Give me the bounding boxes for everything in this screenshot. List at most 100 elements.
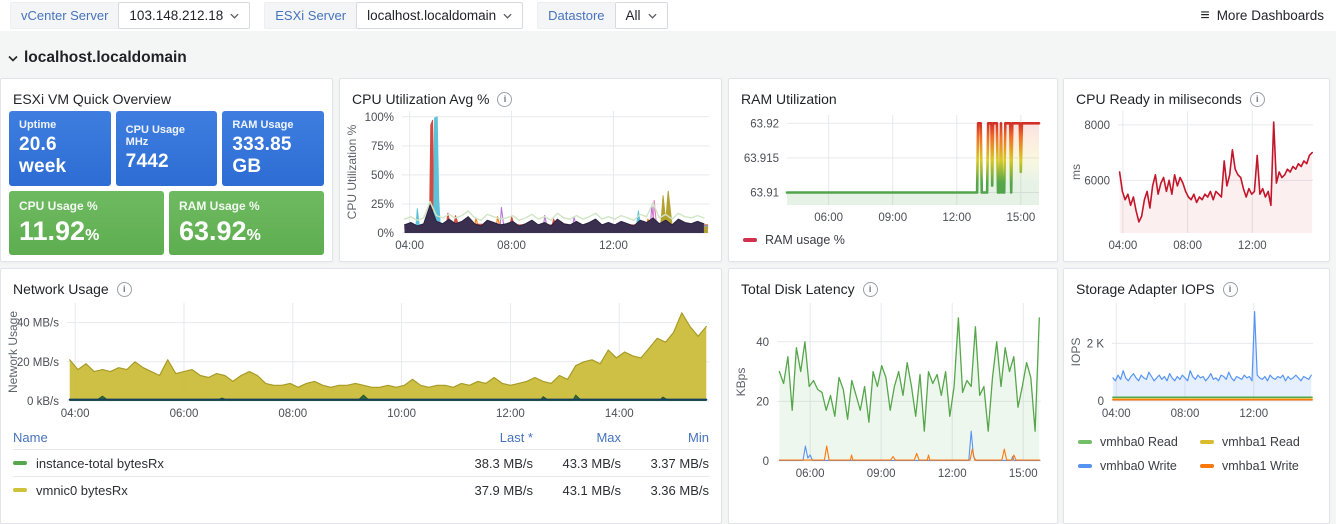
stat-value: 333.85 GB	[232, 134, 292, 177]
legend-label: vmhba1 Write	[1222, 459, 1299, 473]
chevron-down-icon	[230, 13, 239, 19]
esxi-server-dropdown[interactable]: localhost.localdomain	[356, 2, 524, 29]
svg-text:100%: 100%	[365, 112, 394, 124]
legend-item-vmhba0-read[interactable]: vmhba0 Read	[1078, 435, 1200, 449]
legend-item-ram-usage[interactable]: RAM usage %	[743, 233, 845, 247]
datastore-value: All	[625, 8, 641, 23]
legend-item-vmhba1-write[interactable]: vmhba1 Write	[1200, 459, 1321, 473]
stat-value: 11.92%	[19, 216, 100, 246]
table-header-name[interactable]: Name	[13, 429, 48, 445]
svg-text:ms: ms	[1069, 164, 1083, 180]
svg-text:75%: 75%	[371, 141, 394, 153]
datastore-dropdown[interactable]: All	[614, 2, 668, 29]
more-dashboards-button[interactable]: ≡ More Dashboards	[1198, 4, 1326, 28]
svg-text:8000: 8000	[1084, 120, 1110, 132]
svg-text:09:00: 09:00	[867, 468, 896, 480]
svg-text:2 K: 2 K	[1087, 338, 1105, 350]
panel-network-usage: Network Usage i 0 kB/s 20 MB/s 40 MB/s 04:0…	[0, 268, 722, 524]
svg-text:04:00: 04:00	[395, 240, 424, 252]
chevron-down-icon	[647, 13, 657, 19]
panel-storage-adapter-iops: Storage Adapter IOPS i 0 2 K 04:00 08:00 12:…	[1063, 268, 1330, 524]
svg-text:20: 20	[756, 396, 769, 408]
vcenter-server-label: vCenter Server	[10, 2, 119, 29]
stat-label: RAM Usage %	[179, 199, 260, 213]
menu-icon: ≡	[1200, 6, 1210, 24]
svg-text:08:00: 08:00	[278, 408, 307, 420]
legend-label: RAM usage %	[765, 233, 845, 247]
stat-tile-ram-usage: RAM Usage 333.85 GB	[222, 111, 325, 186]
datastore-label: Datastore	[537, 2, 615, 29]
table-header-max[interactable]: Max	[596, 429, 621, 445]
stat-label: CPU Usage %	[19, 199, 98, 213]
svg-text:14:00: 14:00	[605, 408, 634, 420]
series-color-marker	[13, 461, 27, 465]
svg-text:04:00: 04:00	[1102, 408, 1131, 420]
legend-item-vmhba0-write[interactable]: vmhba0 Write	[1078, 459, 1200, 473]
svg-text:50%: 50%	[371, 170, 394, 182]
svg-text:15:00: 15:00	[1009, 468, 1038, 480]
svg-text:KBps: KBps	[734, 368, 748, 397]
cpu-utilization-chart[interactable]: 0% 25% 50% 75% 100% 04:00 08:00 12:00 CPU Utiliz…	[344, 105, 715, 255]
info-icon[interactable]: i	[1222, 281, 1238, 297]
series-color-marker	[1200, 464, 1214, 468]
panel-title[interactable]: RAM Utilization	[741, 91, 837, 107]
panel-ram-utilization: RAM Utilization 63.91 63.915 63.92 06:00 09:…	[728, 78, 1058, 262]
cpu-ready-chart[interactable]: 6000 8000 04:00 08:00 12:00 ms	[1068, 105, 1323, 255]
esxi-server-label: ESXi Server	[264, 2, 357, 29]
series-color-marker	[743, 238, 757, 242]
panel-title[interactable]: Total Disk Latency	[741, 281, 855, 297]
stat-tiles: Uptime 20.6 week CPU Usage MHz 7442 RAM …	[9, 111, 325, 255]
panel-esxi-vm-quick-overview: ESXi VM Quick Overview Uptime 20.6 week …	[0, 78, 333, 262]
chevron-down-icon	[503, 13, 512, 19]
svg-text:0: 0	[1098, 396, 1104, 408]
stat-value: 20.6 week	[19, 134, 67, 177]
svg-text:25%: 25%	[371, 199, 394, 211]
info-icon[interactable]: i	[862, 281, 878, 297]
info-icon[interactable]: i	[497, 91, 513, 107]
stat-label: CPU Usage MHz	[125, 124, 185, 148]
ram-utilization-chart[interactable]: 63.91 63.915 63.92 06:00 09:00 12:00 15:00	[733, 105, 1049, 227]
series-toggle[interactable]: instance-total bytesRx	[13, 456, 445, 471]
legend-item-vmhba1-read[interactable]: vmhba1 Read	[1200, 435, 1321, 449]
legend-label: vmhba0 Read	[1100, 435, 1178, 449]
svg-text:6000: 6000	[1084, 175, 1110, 187]
table-header-row: Name Last * Max Min	[13, 425, 709, 449]
stat-tile-uptime: Uptime 20.6 week	[9, 111, 111, 186]
network-usage-chart[interactable]: 0 kB/s 20 MB/s 40 MB/s 04:00 06:00 08:00 10:00…	[5, 297, 715, 423]
row-collapse-toggle[interactable]: localhost.localdomain	[8, 44, 187, 72]
table-header-min[interactable]: Min	[688, 429, 709, 445]
svg-text:63.915: 63.915	[744, 153, 779, 165]
panel-title[interactable]: CPU Utilization Avg %	[352, 91, 490, 107]
cell-max: 43.3 MB/s	[562, 455, 621, 471]
info-icon[interactable]: i	[116, 281, 132, 297]
svg-text:40: 40	[756, 337, 769, 349]
stat-tile-ram-usage-percent: RAM Usage % 63.92%	[169, 191, 324, 255]
vcenter-server-dropdown[interactable]: 103.148.212.18	[118, 2, 251, 29]
svg-text:15:00: 15:00	[1006, 212, 1035, 224]
panel-title[interactable]: Network Usage	[13, 281, 109, 297]
svg-text:04:00: 04:00	[61, 408, 90, 420]
svg-text:08:00: 08:00	[1173, 240, 1202, 252]
panel-title[interactable]: CPU Ready in miliseconds	[1076, 91, 1242, 107]
info-icon[interactable]: i	[1249, 91, 1265, 107]
disk-latency-chart[interactable]: 0 20 40 06:00 09:00 12:00 15:00 KBps	[733, 297, 1049, 483]
storage-adapter-iops-chart[interactable]: 0 2 K 04:00 08:00 12:00 IOPS	[1068, 297, 1321, 423]
esxi-server-variable: ESXi Server localhost.localdomain	[264, 2, 524, 29]
panel-cpu-utilization: CPU Utilization Avg % i 0% 25% 50% 75% 100% 0…	[339, 78, 722, 262]
table-header-last[interactable]: Last *	[499, 429, 533, 445]
panel-cpu-ready: CPU Ready in miliseconds i 6000 8000 04:00…	[1063, 78, 1330, 262]
cell-min: 3.37 MB/s	[650, 455, 709, 471]
panel-title[interactable]: ESXi VM Quick Overview	[13, 91, 171, 107]
svg-text:12:00: 12:00	[942, 212, 971, 224]
svg-text:12:00: 12:00	[496, 408, 525, 420]
series-color-marker	[1078, 440, 1092, 444]
svg-text:20 MB/s: 20 MB/s	[17, 357, 59, 369]
cell-last: 38.3 MB/s	[474, 455, 533, 471]
svg-text:06:00: 06:00	[814, 212, 843, 224]
datastore-variable: Datastore All	[537, 2, 668, 29]
svg-text:0%: 0%	[377, 228, 394, 240]
panel-title[interactable]: Storage Adapter IOPS	[1076, 281, 1215, 297]
table-row: instance-total bytesRx 38.3 MB/s 43.3 MB…	[13, 449, 709, 476]
svg-text:06:00: 06:00	[170, 408, 199, 420]
